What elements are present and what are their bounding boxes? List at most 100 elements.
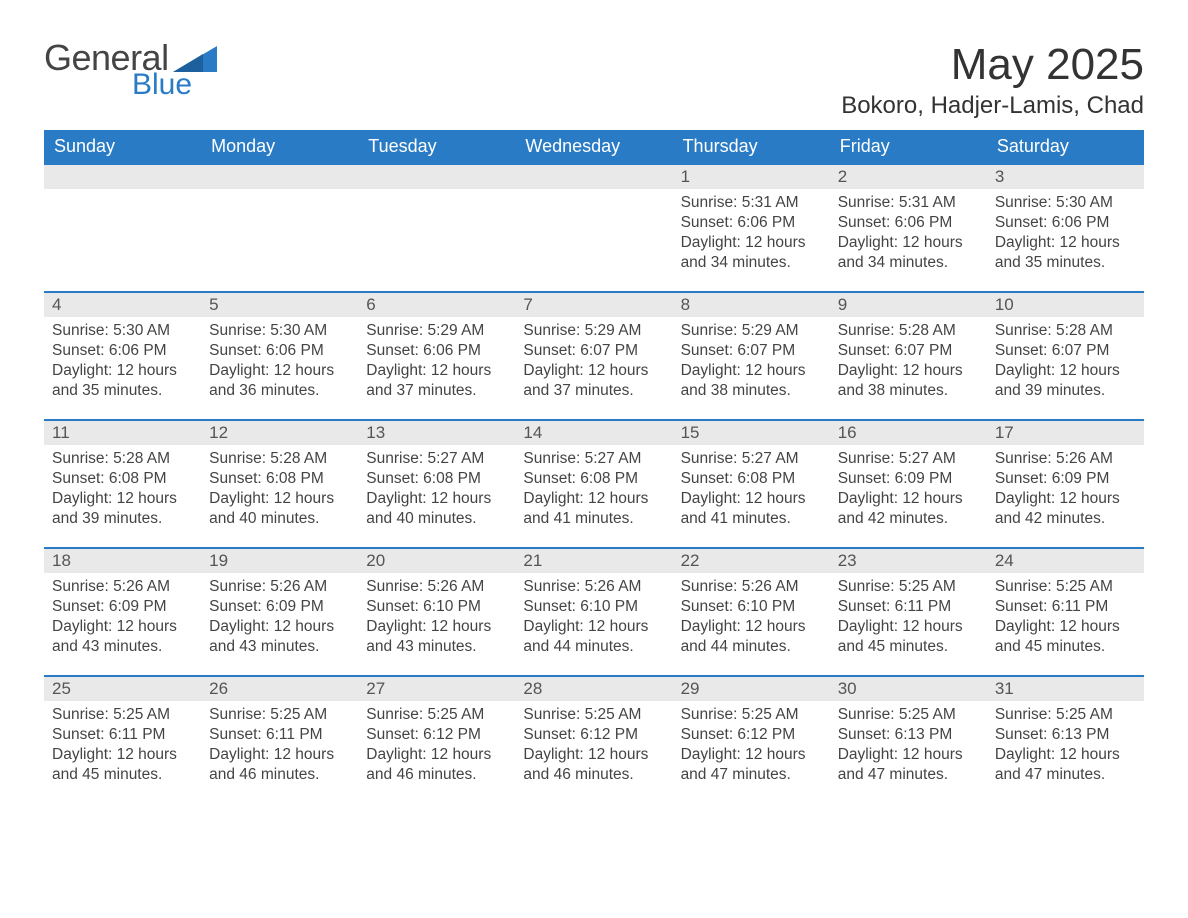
calendar-day-cell: 28Sunrise: 5:25 AMSunset: 6:12 PMDayligh… <box>515 676 672 804</box>
sunset-text: Sunset: 6:13 PM <box>838 725 979 745</box>
calendar-day-cell: 22Sunrise: 5:26 AMSunset: 6:10 PMDayligh… <box>673 548 830 676</box>
calendar-day-cell: 15Sunrise: 5:27 AMSunset: 6:08 PMDayligh… <box>673 420 830 548</box>
sunset-text: Sunset: 6:10 PM <box>681 597 822 617</box>
sunrise-text: Sunrise: 5:31 AM <box>681 193 822 213</box>
daylight-text: Daylight: 12 hours and 34 minutes. <box>681 233 822 273</box>
daylight-text: Daylight: 12 hours and 46 minutes. <box>209 745 350 785</box>
calendar-day-cell: 31Sunrise: 5:25 AMSunset: 6:13 PMDayligh… <box>987 676 1144 804</box>
daylight-text: Daylight: 12 hours and 43 minutes. <box>52 617 193 657</box>
calendar-day-cell <box>201 164 358 292</box>
calendar-day-cell: 30Sunrise: 5:25 AMSunset: 6:13 PMDayligh… <box>830 676 987 804</box>
daylight-text: Daylight: 12 hours and 47 minutes. <box>995 745 1136 785</box>
day-number: 21 <box>515 549 672 573</box>
day-number: 18 <box>44 549 201 573</box>
sunset-text: Sunset: 6:06 PM <box>995 213 1136 233</box>
sunset-text: Sunset: 6:07 PM <box>681 341 822 361</box>
sunrise-text: Sunrise: 5:25 AM <box>523 705 664 725</box>
sunrise-text: Sunrise: 5:28 AM <box>209 449 350 469</box>
day-details: Sunrise: 5:30 AMSunset: 6:06 PMDaylight:… <box>201 317 358 412</box>
calendar-day-cell: 27Sunrise: 5:25 AMSunset: 6:12 PMDayligh… <box>358 676 515 804</box>
daylight-text: Daylight: 12 hours and 43 minutes. <box>366 617 507 657</box>
daylight-text: Daylight: 12 hours and 39 minutes. <box>995 361 1136 401</box>
sunrise-text: Sunrise: 5:31 AM <box>838 193 979 213</box>
sunrise-text: Sunrise: 5:25 AM <box>838 577 979 597</box>
calendar-day-cell <box>44 164 201 292</box>
sunrise-text: Sunrise: 5:27 AM <box>366 449 507 469</box>
sunset-text: Sunset: 6:06 PM <box>52 341 193 361</box>
day-details: Sunrise: 5:31 AMSunset: 6:06 PMDaylight:… <box>830 189 987 284</box>
sunset-text: Sunset: 6:06 PM <box>838 213 979 233</box>
weekday-header: Wednesday <box>515 130 672 164</box>
sunrise-text: Sunrise: 5:28 AM <box>995 321 1136 341</box>
day-details: Sunrise: 5:26 AMSunset: 6:10 PMDaylight:… <box>515 573 672 668</box>
calendar-day-cell: 14Sunrise: 5:27 AMSunset: 6:08 PMDayligh… <box>515 420 672 548</box>
sunset-text: Sunset: 6:08 PM <box>366 469 507 489</box>
calendar-week-row: 11Sunrise: 5:28 AMSunset: 6:08 PMDayligh… <box>44 420 1144 548</box>
daylight-text: Daylight: 12 hours and 35 minutes. <box>52 361 193 401</box>
day-details: Sunrise: 5:26 AMSunset: 6:09 PMDaylight:… <box>987 445 1144 540</box>
calendar-day-cell: 19Sunrise: 5:26 AMSunset: 6:09 PMDayligh… <box>201 548 358 676</box>
daylight-text: Daylight: 12 hours and 36 minutes. <box>209 361 350 401</box>
day-details: Sunrise: 5:29 AMSunset: 6:07 PMDaylight:… <box>515 317 672 412</box>
day-number: 29 <box>673 677 830 701</box>
daylight-text: Daylight: 12 hours and 38 minutes. <box>838 361 979 401</box>
day-number <box>515 165 672 189</box>
sunrise-text: Sunrise: 5:28 AM <box>52 449 193 469</box>
day-details: Sunrise: 5:29 AMSunset: 6:06 PMDaylight:… <box>358 317 515 412</box>
daylight-text: Daylight: 12 hours and 46 minutes. <box>523 745 664 785</box>
sunrise-text: Sunrise: 5:25 AM <box>838 705 979 725</box>
day-number: 11 <box>44 421 201 445</box>
daylight-text: Daylight: 12 hours and 45 minutes. <box>838 617 979 657</box>
day-number: 9 <box>830 293 987 317</box>
calendar-day-cell: 20Sunrise: 5:26 AMSunset: 6:10 PMDayligh… <box>358 548 515 676</box>
sunset-text: Sunset: 6:10 PM <box>523 597 664 617</box>
day-details: Sunrise: 5:25 AMSunset: 6:11 PMDaylight:… <box>44 701 201 796</box>
daylight-text: Daylight: 12 hours and 46 minutes. <box>366 745 507 785</box>
sunset-text: Sunset: 6:06 PM <box>209 341 350 361</box>
sunrise-text: Sunrise: 5:29 AM <box>366 321 507 341</box>
sunset-text: Sunset: 6:09 PM <box>995 469 1136 489</box>
day-number: 7 <box>515 293 672 317</box>
sunrise-text: Sunrise: 5:26 AM <box>52 577 193 597</box>
daylight-text: Daylight: 12 hours and 41 minutes. <box>523 489 664 529</box>
calendar-day-cell: 21Sunrise: 5:26 AMSunset: 6:10 PMDayligh… <box>515 548 672 676</box>
day-details: Sunrise: 5:28 AMSunset: 6:08 PMDaylight:… <box>44 445 201 540</box>
calendar-day-cell: 16Sunrise: 5:27 AMSunset: 6:09 PMDayligh… <box>830 420 987 548</box>
sunset-text: Sunset: 6:12 PM <box>523 725 664 745</box>
daylight-text: Daylight: 12 hours and 37 minutes. <box>523 361 664 401</box>
daylight-text: Daylight: 12 hours and 47 minutes. <box>681 745 822 785</box>
sunset-text: Sunset: 6:07 PM <box>838 341 979 361</box>
calendar-day-cell: 18Sunrise: 5:26 AMSunset: 6:09 PMDayligh… <box>44 548 201 676</box>
sunset-text: Sunset: 6:10 PM <box>366 597 507 617</box>
day-details: Sunrise: 5:25 AMSunset: 6:13 PMDaylight:… <box>830 701 987 796</box>
day-details: Sunrise: 5:29 AMSunset: 6:07 PMDaylight:… <box>673 317 830 412</box>
calendar-day-cell: 2Sunrise: 5:31 AMSunset: 6:06 PMDaylight… <box>830 164 987 292</box>
calendar-day-cell: 1Sunrise: 5:31 AMSunset: 6:06 PMDaylight… <box>673 164 830 292</box>
sunrise-text: Sunrise: 5:29 AM <box>681 321 822 341</box>
calendar-day-cell: 3Sunrise: 5:30 AMSunset: 6:06 PMDaylight… <box>987 164 1144 292</box>
day-number: 14 <box>515 421 672 445</box>
sunset-text: Sunset: 6:12 PM <box>366 725 507 745</box>
day-details: Sunrise: 5:25 AMSunset: 6:12 PMDaylight:… <box>515 701 672 796</box>
calendar-week-row: 4Sunrise: 5:30 AMSunset: 6:06 PMDaylight… <box>44 292 1144 420</box>
sunrise-text: Sunrise: 5:30 AM <box>52 321 193 341</box>
daylight-text: Daylight: 12 hours and 34 minutes. <box>838 233 979 273</box>
sunrise-text: Sunrise: 5:26 AM <box>366 577 507 597</box>
sunset-text: Sunset: 6:07 PM <box>523 341 664 361</box>
daylight-text: Daylight: 12 hours and 41 minutes. <box>681 489 822 529</box>
sunrise-text: Sunrise: 5:26 AM <box>209 577 350 597</box>
day-details: Sunrise: 5:25 AMSunset: 6:12 PMDaylight:… <box>358 701 515 796</box>
day-number: 30 <box>830 677 987 701</box>
sunset-text: Sunset: 6:06 PM <box>366 341 507 361</box>
day-number: 3 <box>987 165 1144 189</box>
calendar-week-row: 18Sunrise: 5:26 AMSunset: 6:09 PMDayligh… <box>44 548 1144 676</box>
daylight-text: Daylight: 12 hours and 44 minutes. <box>681 617 822 657</box>
daylight-text: Daylight: 12 hours and 37 minutes. <box>366 361 507 401</box>
sunset-text: Sunset: 6:13 PM <box>995 725 1136 745</box>
sunrise-text: Sunrise: 5:30 AM <box>209 321 350 341</box>
day-number: 16 <box>830 421 987 445</box>
sunrise-text: Sunrise: 5:27 AM <box>838 449 979 469</box>
calendar-day-cell: 24Sunrise: 5:25 AMSunset: 6:11 PMDayligh… <box>987 548 1144 676</box>
day-number: 8 <box>673 293 830 317</box>
calendar-day-cell: 5Sunrise: 5:30 AMSunset: 6:06 PMDaylight… <box>201 292 358 420</box>
